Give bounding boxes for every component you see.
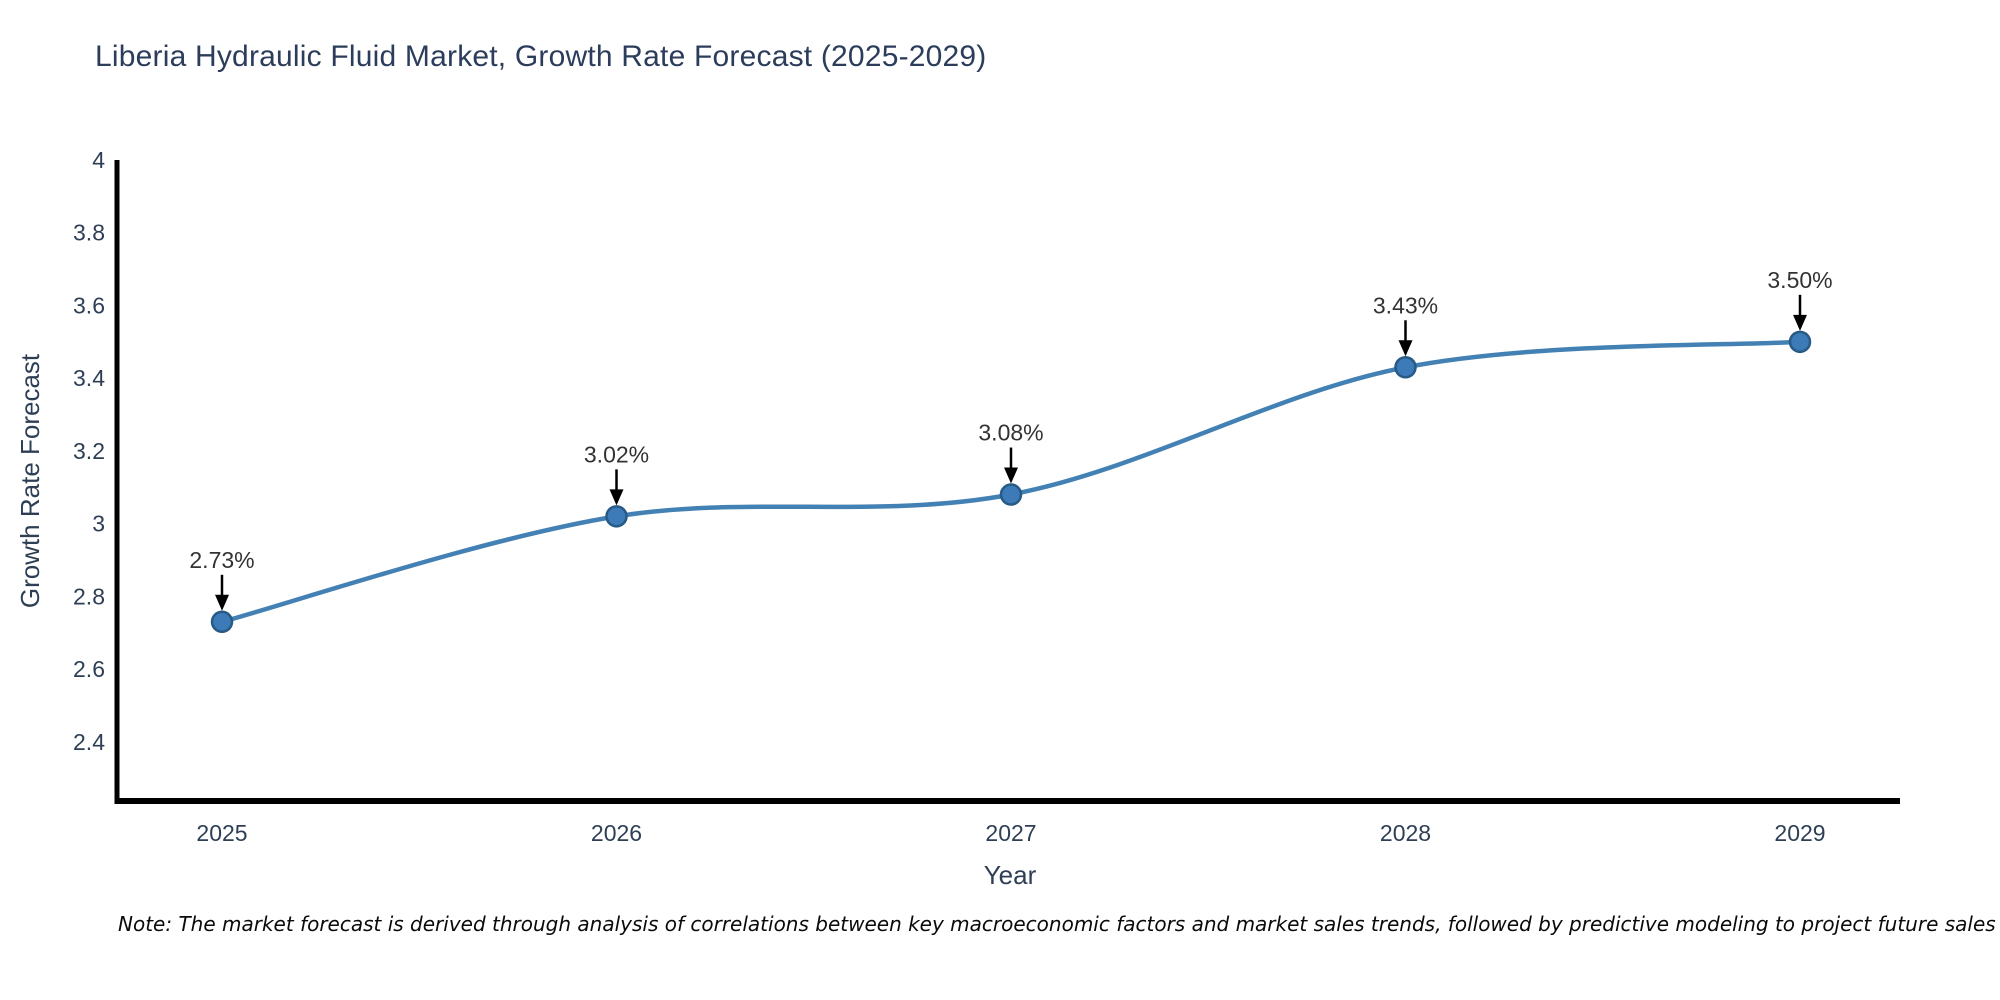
point-value-label: 2.73% bbox=[189, 547, 254, 573]
y-tick-label: 4 bbox=[92, 147, 105, 173]
annotation-arrowhead bbox=[1004, 467, 1018, 484]
y-tick-label: 3 bbox=[92, 511, 105, 537]
point-value-label: 3.43% bbox=[1373, 292, 1438, 318]
y-tick-label: 2.6 bbox=[73, 656, 105, 682]
data-point-marker bbox=[1394, 356, 1417, 379]
x-tick-label: 2028 bbox=[1380, 820, 1431, 846]
point-value-label: 3.50% bbox=[1767, 267, 1832, 293]
y-tick-label: 3.4 bbox=[73, 365, 105, 391]
chart-note: Note: The market forecast is derived thr… bbox=[118, 912, 1996, 936]
x-axis-title: Year bbox=[983, 860, 1037, 890]
x-tick-label: 2027 bbox=[985, 820, 1036, 846]
data-point-marker bbox=[1788, 330, 1812, 354]
x-tick-label: 2029 bbox=[1774, 820, 1825, 846]
x-tick-label: 2025 bbox=[196, 820, 247, 846]
y-axis-title: Growth Rate Forecast bbox=[15, 353, 45, 609]
data-point-marker bbox=[210, 610, 234, 634]
y-tick-label: 3.8 bbox=[73, 220, 105, 246]
x-tick-label: 2026 bbox=[591, 820, 642, 846]
data-point-marker bbox=[605, 505, 628, 528]
y-tick-label: 2.4 bbox=[73, 729, 105, 755]
y-tick-label: 2.8 bbox=[73, 583, 105, 609]
y-tick-label: 3.2 bbox=[73, 438, 105, 464]
point-value-label: 3.08% bbox=[978, 420, 1043, 446]
data-point-marker bbox=[999, 483, 1023, 506]
annotation-arrowhead bbox=[215, 594, 229, 611]
y-tick-label: 3.6 bbox=[73, 292, 105, 318]
chart-title: Liberia Hydraulic Fluid Market, Growth R… bbox=[95, 40, 987, 73]
annotation-arrowhead bbox=[1398, 340, 1413, 357]
point-value-label: 3.02% bbox=[584, 441, 649, 467]
annotation-arrowhead bbox=[1793, 314, 1807, 331]
annotation-arrowhead bbox=[609, 489, 624, 506]
